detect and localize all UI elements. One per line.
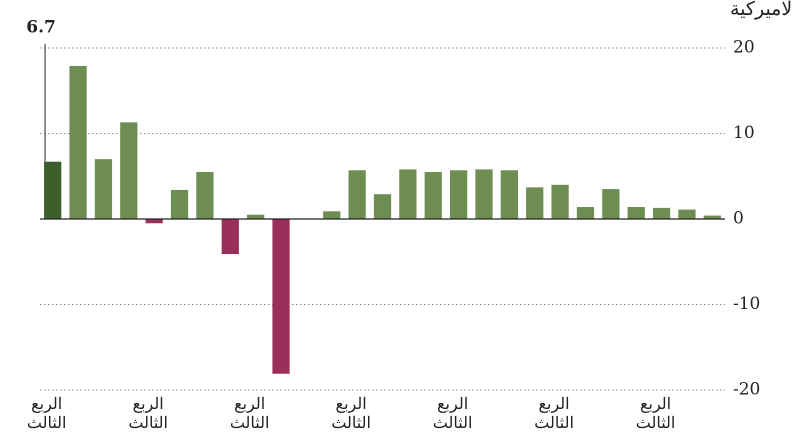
bar	[170, 189, 189, 219]
x-tick-label: الربع الثالث	[331, 394, 371, 432]
bar	[373, 194, 392, 219]
y-tick-label: 0	[733, 209, 744, 229]
bar	[348, 170, 366, 219]
x-tick-label: الربع الثالث	[26, 394, 67, 432]
value-label: 6.7	[26, 18, 56, 38]
y-tick-label: -20	[733, 380, 760, 400]
bar	[627, 207, 645, 219]
bar	[221, 219, 239, 255]
bar	[424, 171, 442, 219]
bar	[272, 219, 290, 374]
bar	[475, 169, 493, 219]
bar	[703, 215, 721, 219]
bar	[449, 170, 468, 219]
x-tick-label: الربع الثالث	[432, 394, 473, 432]
bar	[399, 169, 417, 219]
y-tick-label: -10	[733, 294, 760, 314]
bar	[652, 207, 671, 219]
x-tick-label: الربع الثالث	[534, 394, 574, 432]
bar	[44, 161, 62, 219]
x-tick-label: الربع الثالث	[229, 394, 270, 432]
y-tick-label: 20	[733, 38, 755, 58]
bar	[526, 187, 544, 219]
bar	[94, 159, 113, 219]
bar	[323, 211, 341, 219]
bar	[551, 184, 569, 219]
bar	[576, 207, 595, 219]
x-tick-label: الربع الثالث	[128, 394, 168, 432]
bar	[602, 189, 620, 219]
y-tick-label: 10	[733, 123, 755, 143]
bar	[247, 214, 265, 219]
bar	[120, 122, 138, 219]
bar	[196, 171, 214, 219]
x-tick-label: الربع الثالث	[635, 394, 676, 432]
bar	[145, 219, 163, 224]
chart-title: صافي الربح حسب الفصل بمليارات الدولارات …	[730, 0, 792, 20]
bar	[500, 170, 518, 219]
bar	[678, 209, 696, 219]
bar	[69, 65, 87, 219]
